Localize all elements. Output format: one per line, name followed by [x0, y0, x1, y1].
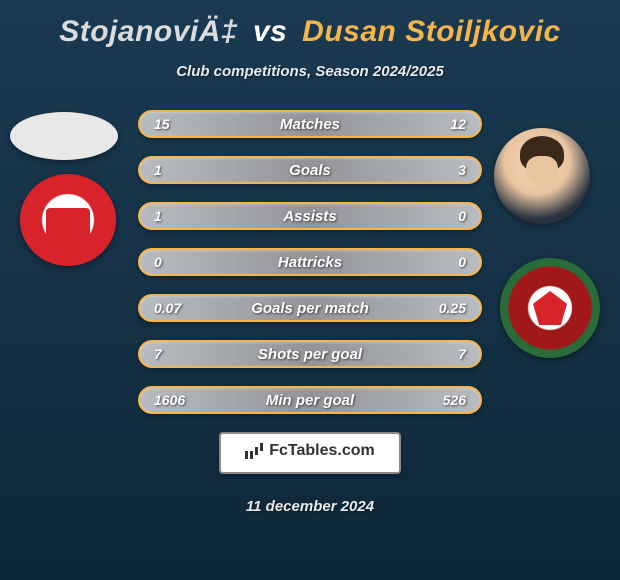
stat-right-value: 12 — [430, 116, 466, 132]
subtitle: Club competitions, Season 2024/2025 — [0, 63, 620, 80]
stat-row: 0.07 Goals per match 0.25 — [138, 294, 482, 322]
stat-right-value: 0.25 — [430, 300, 466, 316]
stat-left-value: 15 — [154, 116, 190, 132]
stat-row: 1606 Min per goal 526 — [138, 386, 482, 414]
stat-right-value: 7 — [430, 346, 466, 362]
stat-right-value: 0 — [430, 208, 466, 224]
stat-label: Shots per goal — [190, 346, 430, 363]
stat-label: Goals per match — [190, 300, 430, 317]
vs-separator: vs — [253, 15, 287, 48]
stat-left-value: 1 — [154, 162, 190, 178]
stat-right-value: 526 — [430, 392, 466, 408]
stat-right-value: 0 — [430, 254, 466, 270]
player2-name: Dusan Stoiljkovic — [302, 15, 561, 48]
stat-label: Goals — [190, 162, 430, 179]
stat-left-value: 7 — [154, 346, 190, 362]
bar-chart-icon — [245, 443, 265, 459]
stat-row: 7 Shots per goal 7 — [138, 340, 482, 368]
stat-row: 0 Hattricks 0 — [138, 248, 482, 276]
stat-row: 1 Assists 0 — [138, 202, 482, 230]
brand-text: FcTables.com — [269, 442, 375, 460]
stat-label: Assists — [190, 208, 430, 225]
stat-left-value: 1 — [154, 208, 190, 224]
brand-box: FcTables.com — [219, 432, 401, 474]
page-title: StojanoviÄ‡ vs Dusan Stoiljkovic — [0, 15, 620, 49]
comparison-card: StojanoviÄ‡ vs Dusan Stoiljkovic Club co… — [0, 0, 620, 580]
footer: FcTables.com 11 december 2024 — [0, 432, 620, 515]
stat-row: 1 Goals 3 — [138, 156, 482, 184]
player1-name: StojanoviÄ‡ — [59, 15, 238, 48]
stat-right-value: 3 — [430, 162, 466, 178]
date-text: 11 december 2024 — [0, 498, 620, 515]
stat-label: Min per goal — [190, 392, 430, 409]
stat-left-value: 1606 — [154, 392, 190, 408]
stat-left-value: 0.07 — [154, 300, 190, 316]
stats-list: 15 Matches 12 1 Goals 3 1 Assists 0 0 Ha… — [0, 110, 620, 414]
stat-left-value: 0 — [154, 254, 190, 270]
stat-label: Hattricks — [190, 254, 430, 271]
stat-row: 15 Matches 12 — [138, 110, 482, 138]
stat-label: Matches — [190, 116, 430, 133]
